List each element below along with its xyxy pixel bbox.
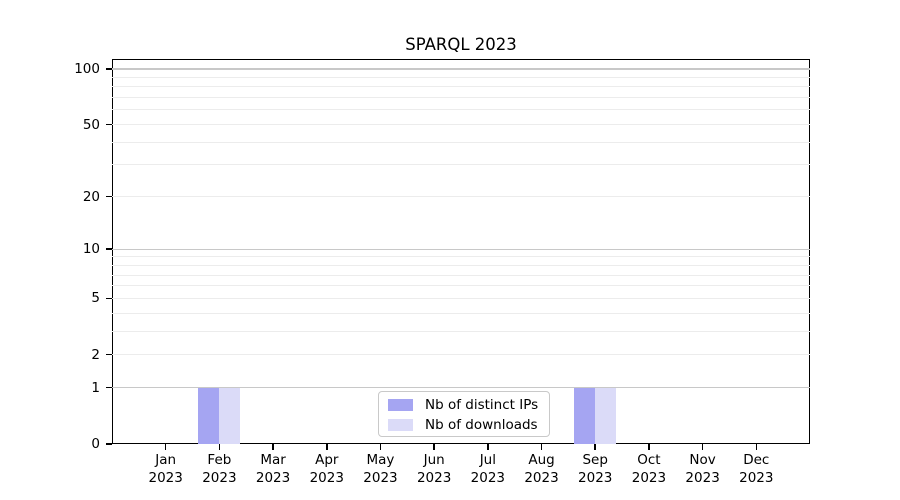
y-gridline-minor	[112, 330, 810, 332]
bar-downloads-sep	[595, 387, 617, 444]
y-gridline	[112, 68, 810, 70]
y-gridline-minor	[112, 264, 810, 266]
y-gridline-minor	[112, 141, 810, 143]
y-tick-mark	[106, 248, 112, 250]
y-gridline	[112, 297, 810, 299]
y-gridline-minor	[112, 274, 810, 276]
y-tick-mark	[106, 386, 112, 389]
x-tick-label: Oct 2023	[631, 452, 667, 486]
y-gridline-minor	[112, 86, 810, 88]
x-tick-mark	[755, 444, 758, 450]
plot-area	[112, 59, 810, 444]
y-tick-mark	[106, 297, 112, 300]
y-tick-label: 100	[74, 61, 100, 77]
y-tick-mark	[106, 443, 112, 445]
x-tick-mark	[487, 444, 489, 450]
y-gridline	[112, 387, 810, 389]
x-tick-label: Mar 2023	[255, 452, 291, 486]
x-tick-label: Sep 2023	[578, 452, 613, 486]
legend: Nb of distinct IPs Nb of downloads	[378, 391, 550, 437]
y-tick-label: 5	[91, 290, 100, 307]
legend-entry: Nb of downloads	[379, 415, 549, 435]
x-tick-label: Nov 2023	[685, 452, 720, 486]
y-gridline	[112, 354, 810, 356]
legend-swatch	[388, 419, 413, 431]
y-gridline-minor	[112, 312, 810, 314]
x-tick-label: Aug 2023	[524, 452, 559, 486]
y-tick-label: 0	[91, 436, 100, 452]
y-tick-mark	[106, 123, 112, 126]
legend-swatch	[388, 399, 413, 411]
bar-distinct-ips-feb	[198, 387, 220, 444]
y-tick-mark	[106, 68, 112, 70]
x-tick-mark	[648, 444, 650, 450]
x-tick-mark	[379, 444, 382, 450]
x-tick-mark	[326, 444, 328, 450]
y-tick-label: 50	[82, 116, 100, 133]
y-tick-label: 1	[91, 379, 100, 396]
x-tick-label: Jun 2023	[416, 452, 452, 486]
x-tick-mark	[594, 444, 596, 450]
y-tick-mark	[106, 353, 112, 356]
x-tick-mark	[218, 444, 221, 450]
y-tick-label: 20	[82, 188, 100, 205]
x-tick-label: Jan 2023	[148, 452, 183, 486]
y-gridline	[112, 196, 810, 198]
bar-downloads-feb	[219, 387, 241, 444]
chart-title: SPARQL 2023	[405, 35, 517, 54]
legend-label: Nb of downloads	[425, 417, 538, 433]
y-gridline-minor	[112, 256, 810, 258]
bar-distinct-ips-sep	[574, 387, 596, 444]
x-tick-mark	[701, 444, 704, 450]
y-gridline	[112, 248, 810, 250]
x-tick-label: Dec 2023	[739, 452, 774, 486]
x-tick-label: May 2023	[363, 452, 398, 486]
x-tick-label: Feb 2023	[202, 452, 237, 486]
y-gridline-minor	[112, 164, 810, 166]
legend-entry: Nb of distinct IPs	[379, 395, 549, 415]
x-tick-mark	[540, 444, 543, 450]
x-tick-mark	[272, 444, 274, 450]
y-tick-label: 10	[82, 241, 100, 258]
legend-label: Nb of distinct IPs	[425, 397, 539, 413]
y-tick-label: 2	[91, 346, 100, 363]
y-gridline-minor	[112, 285, 810, 287]
y-gridline-minor	[112, 97, 810, 99]
x-tick-label: Jul 2023	[470, 452, 506, 486]
x-tick-label: Apr 2023	[309, 452, 344, 486]
x-tick-mark	[164, 444, 167, 450]
y-tick-mark	[106, 195, 112, 198]
x-tick-mark	[433, 444, 435, 450]
y-gridline	[112, 123, 810, 126]
y-gridline-minor	[112, 76, 810, 78]
y-gridline-minor	[112, 109, 810, 111]
